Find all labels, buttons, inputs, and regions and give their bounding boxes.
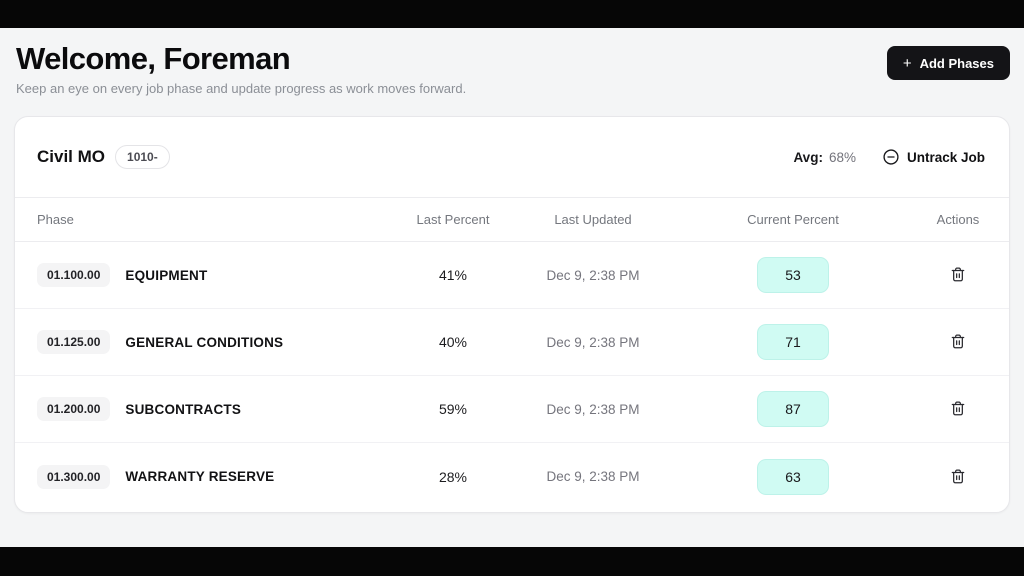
delete-phase-button[interactable]: [946, 329, 970, 354]
phase-name: WARRANTY RESERVE: [125, 469, 275, 485]
table-row: 01.200.00 SUBCONTRACTS 59% Dec 9, 2:38 P…: [15, 376, 1009, 444]
column-header-actions: Actions: [936, 212, 980, 228]
phase-name: SUBCONTRACTS: [125, 401, 242, 417]
trash-icon: [950, 333, 966, 350]
trash-icon: [950, 468, 966, 485]
phase-cell: 01.300.00 WARRANTY RESERVE: [15, 464, 383, 489]
last-updated-value: Dec 9, 2:38 PM: [546, 469, 640, 485]
table-row: 01.300.00 WARRANTY RESERVE 28% Dec 9, 2:…: [15, 443, 1009, 510]
phase-code-badge: 01.300.00: [37, 464, 111, 489]
trash-icon: [950, 266, 966, 283]
trash-icon: [950, 400, 966, 417]
last-updated-value: Dec 9, 2:38 PM: [546, 267, 640, 283]
page-background: Welcome, Foreman Keep an eye on every jo…: [0, 28, 1024, 547]
last-percent-value: 28%: [438, 468, 468, 485]
phase-name: EQUIPMENT: [125, 267, 208, 283]
current-percent-input[interactable]: [757, 324, 829, 361]
job-card: Civil MO 1010- Avg: 68% Untrack Job: [14, 116, 1010, 514]
bottom-letterbox-bar: [0, 547, 1024, 576]
current-percent-cell: [663, 458, 923, 495]
average-value: 68%: [828, 149, 856, 165]
last-updated-value: Dec 9, 2:38 PM: [546, 334, 640, 350]
phase-cell: 01.100.00 EQUIPMENT: [15, 263, 383, 288]
job-name: Civil MO: [37, 147, 106, 167]
page-subtitle: Keep an eye on every job phase and updat…: [16, 81, 467, 97]
top-letterbox-bar: [0, 0, 1024, 28]
page-title: Welcome, Foreman: [16, 41, 291, 76]
column-header-last-updated: Last Updated: [554, 212, 632, 228]
table-row: 01.100.00 EQUIPMENT 41% Dec 9, 2:38 PM: [15, 242, 1009, 310]
job-code-badge: 1010-: [115, 145, 170, 170]
last-percent-value: 59%: [438, 401, 468, 418]
delete-phase-button[interactable]: [946, 464, 970, 489]
phase-code-badge: 01.125.00: [37, 330, 111, 355]
phase-code-badge: 01.100.00: [37, 263, 111, 288]
current-percent-cell: [663, 324, 923, 361]
actions-cell: [923, 262, 1009, 288]
last-percent-value: 41%: [438, 267, 468, 284]
untrack-job-label: Untrack Job: [906, 149, 985, 165]
table-header-row: Phase Last Percent Last Updated Current …: [15, 197, 1009, 243]
column-header-phase: Phase: [37, 212, 74, 228]
column-header-current-percent: Current Percent: [747, 212, 839, 228]
phase-cell: 01.200.00 SUBCONTRACTS: [15, 397, 383, 422]
job-card-header: Civil MO 1010- Avg: 68% Untrack Job: [15, 117, 1009, 197]
minus-circle-icon: [882, 148, 900, 166]
phase-name: GENERAL CONDITIONS: [125, 334, 284, 350]
plus-icon: +: [902, 54, 912, 72]
phase-cell: 01.125.00 GENERAL CONDITIONS: [15, 330, 383, 355]
page-header: Welcome, Foreman Keep an eye on every jo…: [14, 40, 1010, 96]
phase-code-badge: 01.200.00: [37, 397, 111, 422]
add-phases-button[interactable]: + Add Phases: [886, 46, 1010, 80]
delete-phase-button[interactable]: [946, 396, 970, 421]
column-header-last-percent: Last Percent: [416, 212, 490, 228]
current-percent-input[interactable]: [757, 458, 829, 495]
delete-phase-button[interactable]: [946, 262, 970, 287]
current-percent-cell: [663, 257, 923, 294]
untrack-job-button[interactable]: Untrack Job: [882, 148, 985, 166]
actions-cell: [923, 329, 1009, 355]
current-percent-input[interactable]: [757, 391, 829, 428]
table-row: 01.125.00 GENERAL CONDITIONS 40% Dec 9, …: [15, 309, 1009, 377]
actions-cell: [923, 396, 1009, 422]
average-percent: Avg: 68%: [793, 150, 856, 165]
average-label: Avg:: [793, 149, 823, 165]
add-phases-label: Add Phases: [919, 55, 994, 71]
job-card-header-actions: Avg: 68% Untrack Job: [793, 148, 985, 166]
last-percent-value: 40%: [438, 334, 468, 351]
last-updated-value: Dec 9, 2:38 PM: [546, 401, 640, 417]
current-percent-input[interactable]: [757, 257, 829, 294]
table-body: 01.100.00 EQUIPMENT 41% Dec 9, 2:38 PM: [15, 242, 1009, 510]
actions-cell: [923, 464, 1009, 490]
current-percent-cell: [663, 391, 923, 428]
